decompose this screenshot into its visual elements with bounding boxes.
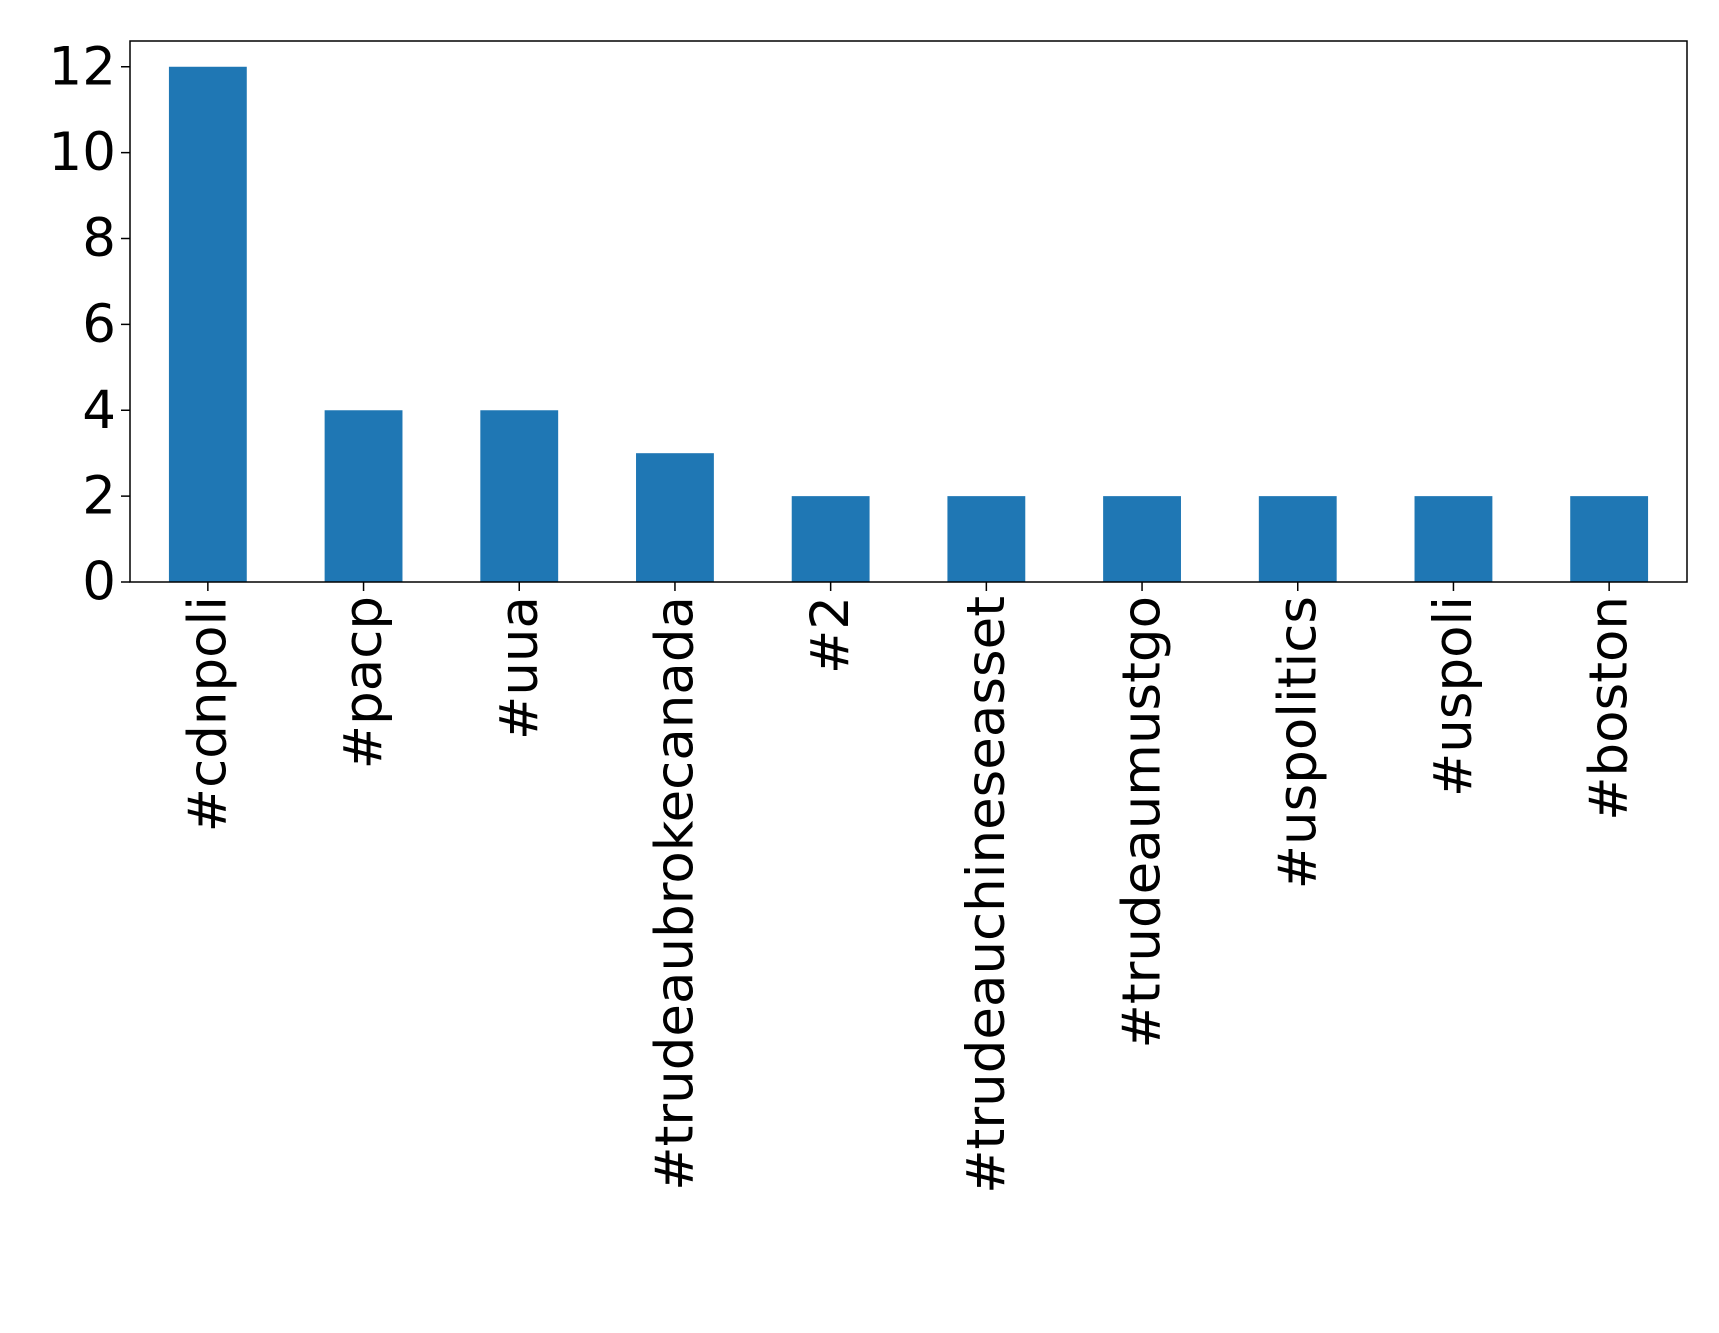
bar [636, 453, 714, 582]
bar [480, 410, 559, 582]
y-tick-label: 12 [49, 36, 116, 97]
bar [947, 496, 1026, 582]
x-tick-label: #uspoli [1423, 596, 1484, 797]
bar [168, 66, 247, 582]
y-tick-label: 4 [82, 380, 116, 441]
bar [1258, 496, 1337, 582]
x-tick-label: #trudeaubrokecanada [644, 596, 705, 1191]
bar [791, 496, 870, 582]
x-tick-label: #2 [800, 596, 861, 674]
x-tick-label: #trudeaumustgo [1112, 596, 1173, 1049]
x-tick-label: #trudeauchineseasset [956, 596, 1017, 1194]
y-tick-label: 2 [82, 466, 116, 527]
bar [1103, 496, 1181, 582]
y-tick-label: 10 [49, 122, 116, 183]
x-tick-label: #boston [1579, 596, 1640, 821]
bar [324, 410, 403, 582]
y-tick-label: 8 [82, 208, 116, 269]
y-tick-label: 6 [82, 294, 116, 355]
plot-frame [129, 40, 1688, 583]
x-tick-label: #cdnpoli [177, 596, 238, 832]
x-tick-label: #uua [489, 596, 550, 740]
x-tick-label: #pacp [333, 596, 394, 769]
bar [1570, 496, 1649, 582]
bar [1414, 496, 1493, 582]
x-tick-label: #uspolitics [1267, 596, 1328, 889]
y-tick-label: 0 [82, 552, 116, 613]
